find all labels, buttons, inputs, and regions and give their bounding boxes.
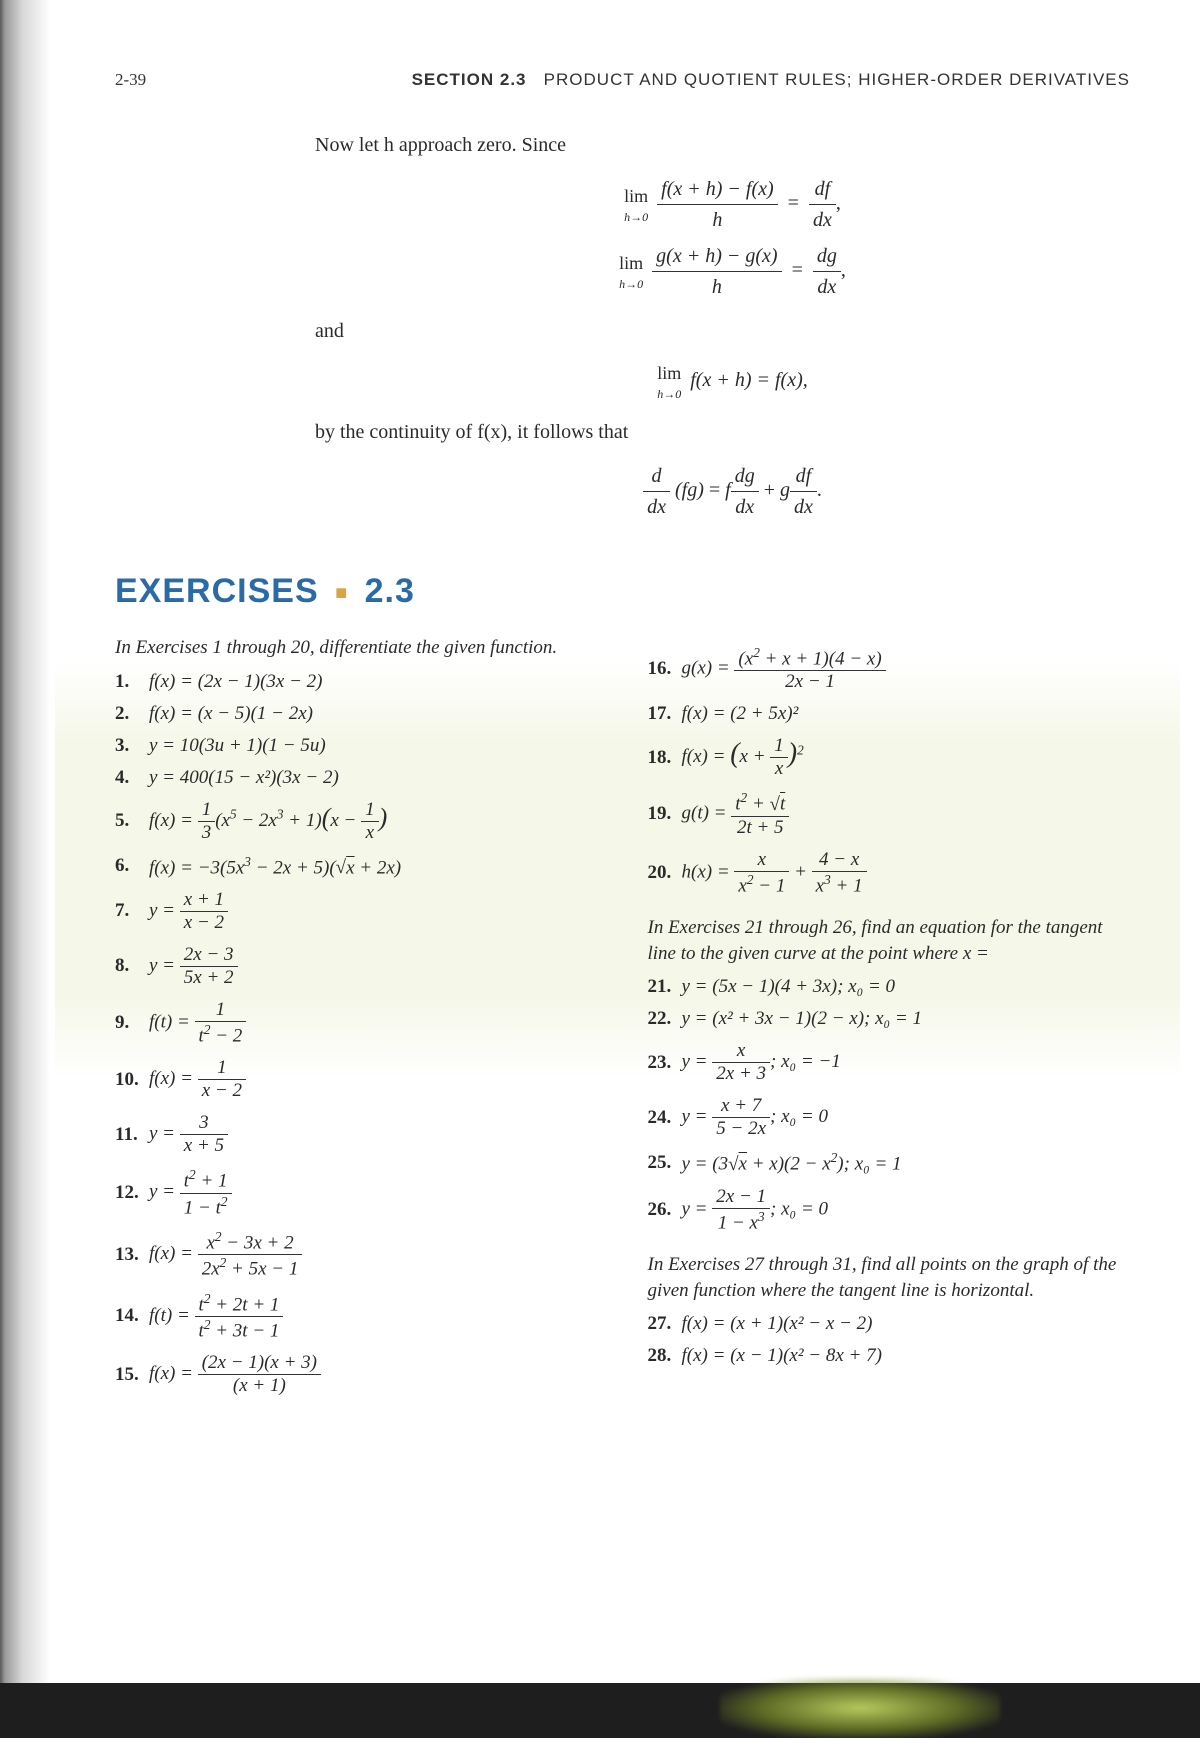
ex-21: 21.y = (5x − 1)(4 + 3x); x₀ = 0: [648, 976, 1131, 998]
ex-22: 22.y = (x² + 3x − 1)(2 − x); x₀ = 1: [648, 1008, 1131, 1030]
ex-7: 7. y = x + 1x − 2: [115, 889, 598, 934]
instructions-21-26: In Exercises 21 through 26, find an equa…: [648, 915, 1131, 966]
ex-1: 1.f(x) = (2x − 1)(3x − 2): [115, 671, 598, 693]
ex-19: 19. g(t) = t2 + t2t + 5: [648, 790, 1131, 838]
running-head: 2-39 SECTION 2.3 PRODUCT AND QUOTIENT RU…: [115, 70, 1130, 90]
instructions-1-20: In Exercises 1 through 20, differentiate…: [115, 635, 598, 661]
ex-25: 25.y = (3x + x)(2 − x2); x₀ = 1: [648, 1150, 1131, 1175]
page-number: 2-39: [115, 70, 146, 90]
book-spine-shadow: [0, 0, 50, 1738]
title-bullet: ■: [329, 582, 354, 604]
exercises-title: EXERCISES ■ 2.3: [115, 572, 1130, 611]
exercises-number: 2.3: [365, 572, 415, 610]
ex-23: 23. y = x2x + 3; x₀ = −1: [648, 1040, 1131, 1085]
scan-light-artifact: [720, 1678, 1000, 1738]
ex-27: 27.f(x) = (x + 1)(x² − x − 2): [648, 1313, 1131, 1335]
ex-9: 9. f(t) = 1t2 − 2: [115, 999, 598, 1047]
scan-bottom-strip: [0, 1683, 1200, 1738]
exercise-columns: In Exercises 1 through 20, differentiate…: [115, 635, 1130, 1407]
left-column: In Exercises 1 through 20, differentiate…: [115, 635, 628, 1407]
ex-15: 15. f(x) = (2x − 1)(x + 3)(x + 1): [115, 1352, 598, 1397]
product-rule-result: ddx (fg) = fdgdx + gdfdx.: [375, 461, 1090, 522]
instructions-27-31: In Exercises 27 through 31, find all poi…: [648, 1252, 1131, 1303]
derivation-block: Now let h approach zero. Since limh→0 f(…: [315, 130, 1090, 522]
ex-20: 20. h(x) = xx2 − 1 + 4 − xx3 + 1: [648, 849, 1131, 897]
ex-26: 26. y = 2x − 11 − x3; x₀ = 0: [648, 1186, 1131, 1234]
ex-13: 13. f(x) = x2 − 3x + 22x2 + 5x − 1: [115, 1229, 598, 1281]
section-title: PRODUCT AND QUOTIENT RULES; HIGHER-ORDER…: [544, 70, 1130, 89]
section-heading: SECTION 2.3 PRODUCT AND QUOTIENT RULES; …: [412, 70, 1130, 90]
ex-10: 10. f(x) = 1x − 2: [115, 1057, 598, 1102]
derivation-intro: Now let h approach zero. Since: [315, 130, 1090, 160]
exercise-list-right-a: 16. g(x) = (x2 + x + 1)(4 − x)2x − 1 17.…: [648, 645, 1131, 897]
exercise-list-left: 1.f(x) = (2x − 1)(3x − 2) 2.f(x) = (x − …: [115, 671, 598, 1398]
page-content: 2-39 SECTION 2.3 PRODUCT AND QUOTIENT RU…: [55, 40, 1180, 1678]
ex-14: 14. f(t) = t2 + 2t + 1t2 + 3t − 1: [115, 1291, 598, 1343]
ex-24: 24. y = x + 75 − 2x; x₀ = 0: [648, 1095, 1131, 1140]
ex-11: 11. y = 3x + 5: [115, 1112, 598, 1157]
ex-18: 18. f(x) = (x + 1x)2: [648, 735, 1131, 780]
limit-equations: limh→0 f(x + h) − f(x)h = dfdx, limh→0 g…: [375, 174, 1090, 302]
ex-3: 3.y = 10(3u + 1)(1 − 5u): [115, 735, 598, 757]
ex-28: 28.f(x) = (x − 1)(x² − 8x + 7): [648, 1345, 1131, 1367]
section-label: SECTION 2.3: [412, 70, 527, 89]
ex-17: 17.f(x) = (2 + 5x)²: [648, 703, 1131, 725]
ex-12: 12. y = t2 + 11 − t2: [115, 1167, 598, 1219]
exercise-list-right-b: 21.y = (5x − 1)(4 + 3x); x₀ = 0 22.y = (…: [648, 976, 1131, 1234]
ex-8: 8. y = 2x − 35x + 2: [115, 944, 598, 989]
exercise-list-right-c: 27.f(x) = (x + 1)(x² − x − 2) 28.f(x) = …: [648, 1313, 1131, 1367]
ex-5: 5. f(x) = 13(x5 − 2x3 + 1)(x − 1x): [115, 799, 598, 844]
ex-6: 6.f(x) = −3(5x3 − 2x + 5)(x + 2x): [115, 854, 598, 879]
limit-fx: limh→0 f(x + h) = f(x),: [375, 360, 1090, 403]
exercises-word: EXERCISES: [115, 572, 319, 610]
derivation-and: and: [315, 316, 1090, 346]
derivation-continuity: by the continuity of f(x), it follows th…: [315, 417, 1090, 447]
right-column: 16. g(x) = (x2 + x + 1)(4 − x)2x − 1 17.…: [628, 635, 1131, 1407]
scanned-page: 2-39 SECTION 2.3 PRODUCT AND QUOTIENT RU…: [0, 0, 1200, 1738]
ex-16: 16. g(x) = (x2 + x + 1)(4 − x)2x − 1: [648, 645, 1131, 693]
ex-4: 4.y = 400(15 − x²)(3x − 2): [115, 767, 598, 789]
ex-2: 2.f(x) = (x − 5)(1 − 2x): [115, 703, 598, 725]
